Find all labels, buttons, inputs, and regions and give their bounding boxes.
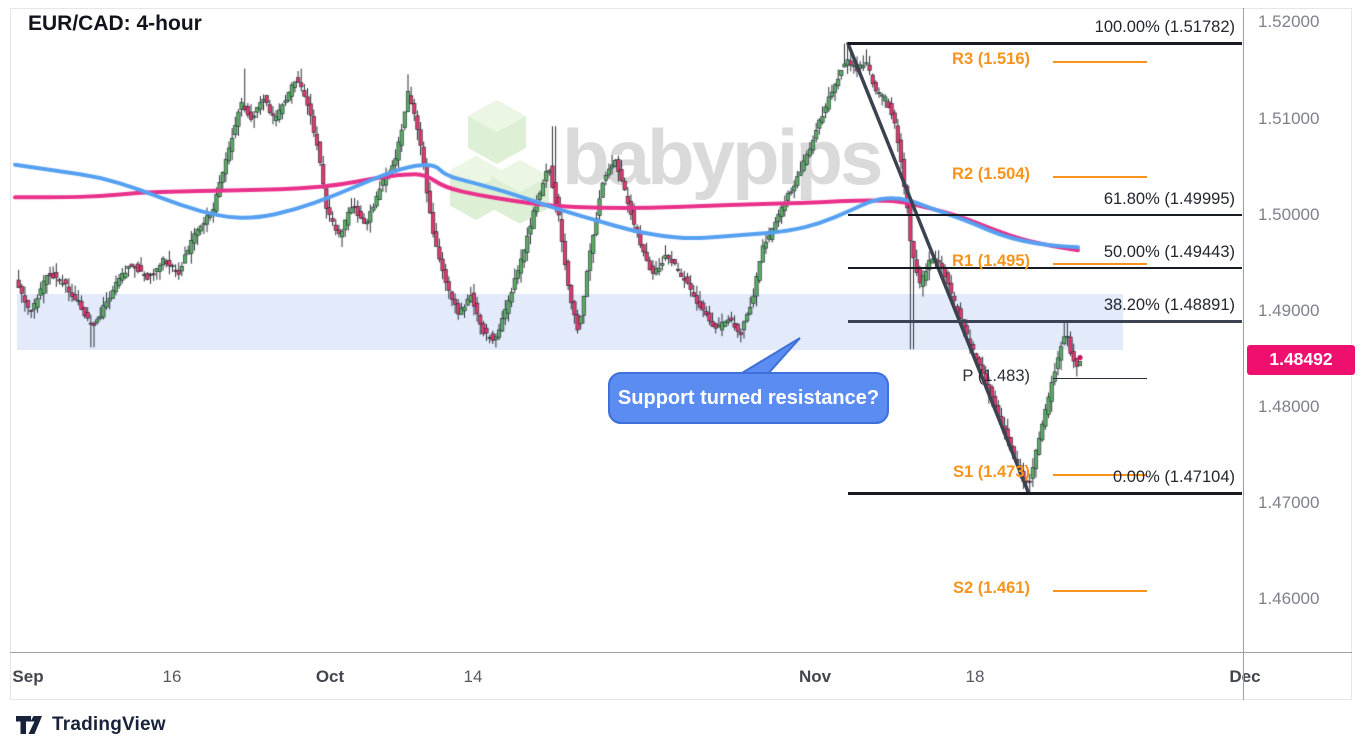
pivot-level-label: R1 (1.495) [952,251,1030,270]
pivot-level-line[interactable] [1053,176,1147,179]
pivot-level-label: R2 (1.504) [952,165,1030,184]
fib-level-line[interactable] [848,491,1242,495]
fib-level-label: 61.80% (1.49995) [1103,190,1235,209]
time-axis-label[interactable]: 18 [965,667,985,686]
fib-level-label: 50.00% (1.49443) [1103,243,1235,262]
pivot-level-line[interactable] [1053,589,1147,592]
pivot-level-label: P (1.483) [962,367,1030,386]
fib-level-line[interactable] [848,320,1242,323]
price-axis-label[interactable]: 1.52000 [1258,12,1320,32]
time-axis-label[interactable]: Dec [1229,667,1261,686]
tradingview-logo-text: TradingView [52,714,166,735]
price-axis-label[interactable]: 1.51000 [1258,108,1320,128]
price-axis-label[interactable]: 1.50000 [1258,204,1320,224]
pivot-level-label: S2 (1.461) [952,578,1030,597]
fib-level-line[interactable] [848,266,1242,270]
pivot-level-label: R3 (1.516) [952,49,1030,68]
pivot-level-line[interactable] [1053,262,1147,265]
time-axis-label[interactable]: 14 [463,667,483,686]
pivot-level-line[interactable] [1053,474,1147,477]
chart-title: EUR/CAD: 4-hour [28,12,202,35]
annotation-text: Support turned resistance? [617,386,880,409]
last-price-badge: 1.48492 [1247,344,1355,375]
pivot-level-label: S1 (1.473) [952,463,1030,482]
time-axis-label[interactable]: Oct [315,667,345,686]
price-axis-border [1243,8,1244,700]
annotation-callout[interactable]: Support turned resistance? [608,372,889,424]
price-axis-label[interactable]: 1.49000 [1258,300,1320,320]
fib-level-label: 38.20% (1.48891) [1103,296,1235,315]
pivot-level-line[interactable] [1053,60,1147,63]
time-axis-label[interactable]: Sep [12,667,44,686]
time-axis-border [10,652,1352,653]
time-axis-label[interactable]: Nov [798,667,832,686]
fib-level-label: 100.00% (1.51782) [1094,18,1235,37]
price-axis-label[interactable]: 1.47000 [1258,493,1320,512]
fib-level-label: 0.00% (1.47104) [1112,468,1235,487]
price-axis-label[interactable]: 1.48000 [1258,396,1320,416]
pivot-level-line[interactable] [1053,378,1147,380]
fib-level-line[interactable] [848,213,1242,217]
time-axis-label[interactable]: 16 [162,667,182,686]
tradingview-logo[interactable]: TradingView [14,708,314,742]
tradingview-logo-icon [16,716,42,734]
fib-level-line[interactable] [848,41,1242,45]
price-axis-label[interactable]: 1.46000 [1258,589,1320,609]
